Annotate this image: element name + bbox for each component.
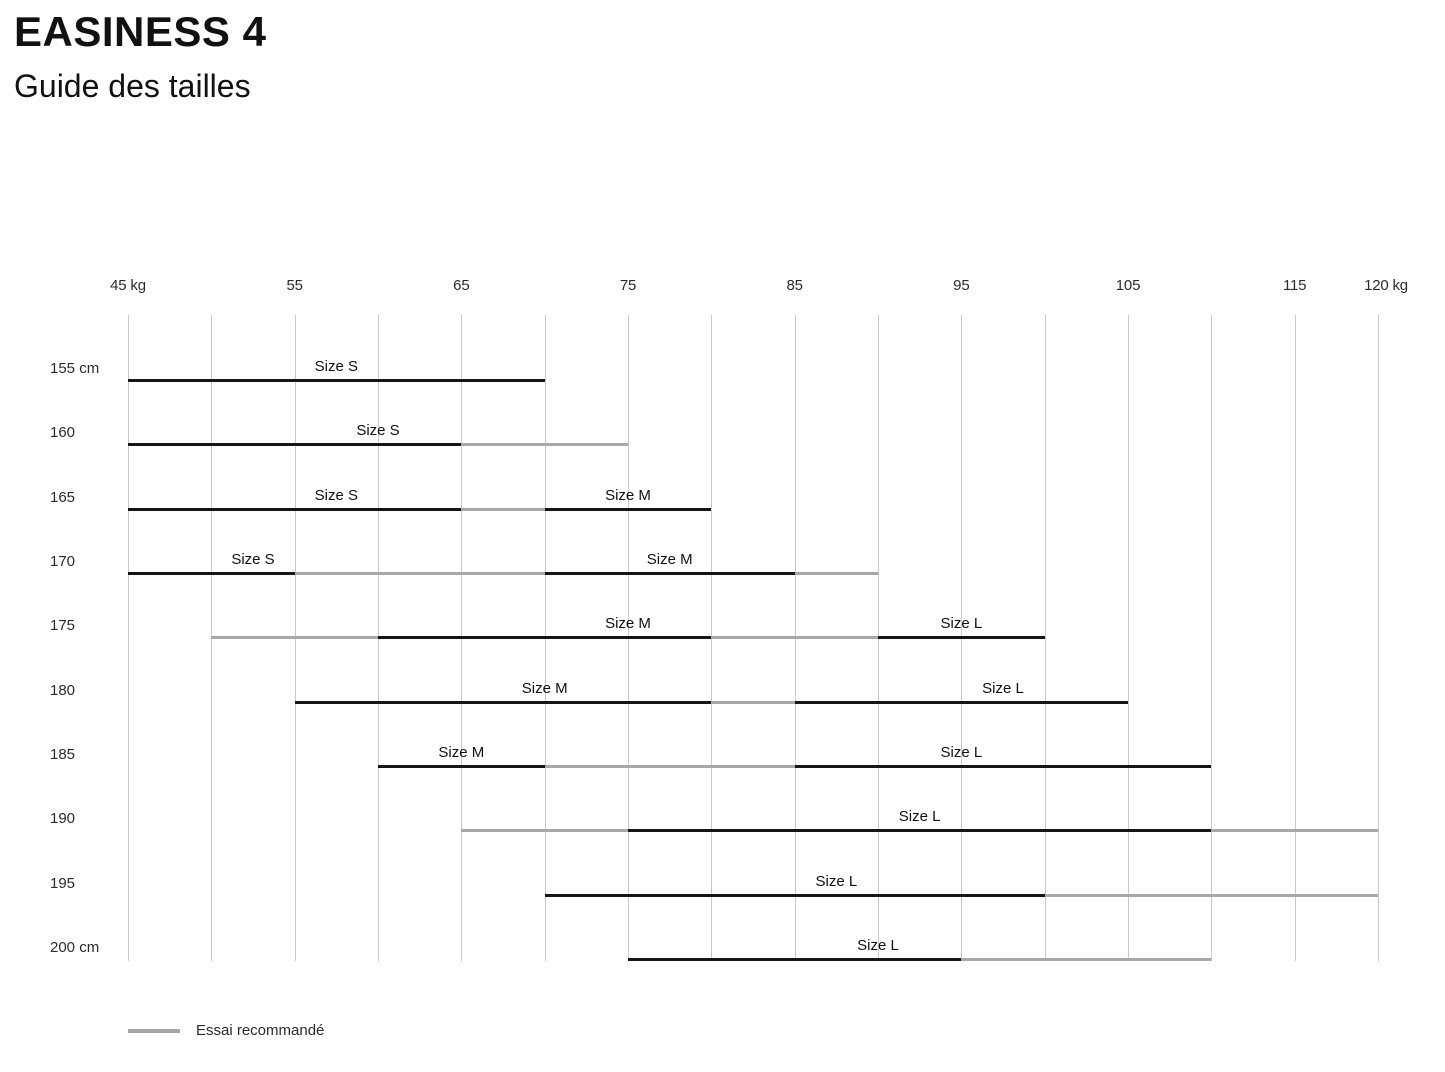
x-axis-tick-label: 75: [619, 277, 637, 294]
gridline: [1044, 315, 1046, 961]
size-label: Size S: [231, 550, 275, 568]
gridline: [1211, 315, 1213, 961]
trial-range-line: [211, 636, 378, 640]
recommended-range-line: [794, 700, 1128, 704]
y-axis-height-label: 155 cm: [50, 360, 100, 377]
y-axis-height-label: 175: [50, 617, 76, 635]
legend: Essai recommandé: [128, 1022, 324, 1039]
x-axis-tick-label: 65: [453, 277, 470, 294]
recommended-range-line: [544, 507, 712, 511]
x-axis-tick-label: 85: [786, 277, 804, 294]
size-label: Size L: [940, 743, 983, 761]
size-label: Size M: [605, 615, 651, 633]
y-axis-height-label: 185: [50, 745, 76, 763]
recommended-range-line: [128, 379, 545, 382]
size-label: Size M: [646, 550, 693, 568]
y-axis-height-label: 165: [50, 488, 76, 506]
size-label: Size M: [605, 486, 651, 504]
trial-line-swatch: [128, 1028, 180, 1033]
x-axis-tick-label: 55: [286, 277, 304, 294]
x-axis-tick-label: 115: [1282, 277, 1307, 294]
trial-range-line: [461, 829, 628, 833]
recommended-range-line: [794, 764, 1212, 768]
y-axis-height-label: 160: [50, 424, 76, 442]
size-label: Size M: [438, 743, 485, 761]
size-label: Size L: [815, 872, 858, 890]
page-title: EASINESS 4: [14, 8, 267, 55]
recommended-range-line: [294, 700, 712, 704]
y-axis-height-label: 195: [50, 874, 76, 892]
y-axis-height-label: 180: [50, 681, 76, 699]
size-label: Size S: [314, 358, 359, 375]
trial-range-line: [461, 507, 545, 511]
gridline: [1294, 315, 1296, 961]
recommended-range-line: [544, 893, 1045, 897]
recommended-range-line: [628, 829, 1212, 833]
size-label: Size L: [982, 679, 1024, 697]
recommended-range-line: [544, 571, 795, 575]
trial-range-line: [461, 443, 628, 447]
size-label: Size L: [857, 936, 899, 954]
trial-range-line: [1211, 829, 1378, 833]
trial-range-line: [711, 636, 878, 640]
size-label: Size L: [898, 808, 941, 826]
recommended-range-line: [878, 636, 1045, 640]
recommended-range-line: [628, 957, 962, 961]
y-axis-height-label: 190: [50, 810, 76, 828]
trial-range-line: [794, 571, 878, 575]
legend-label: Essai recommandé: [196, 1022, 325, 1039]
gridline: [128, 315, 129, 961]
recommended-range-line: [128, 571, 295, 575]
recommended-range-line: [128, 443, 462, 447]
trial-range-line: [544, 764, 795, 768]
size-label: Size S: [314, 486, 359, 504]
x-axis-tick-label: 45 kg: [110, 277, 146, 294]
size-label: Size M: [521, 679, 568, 697]
gridline: [1128, 315, 1129, 961]
recommended-range-line: [128, 507, 462, 511]
size-label: Size S: [356, 422, 400, 440]
size-label: Size L: [940, 615, 983, 633]
page-subtitle: Guide des tailles: [14, 68, 251, 104]
recommended-range-line: [378, 764, 545, 768]
y-axis-height-label: 170: [50, 552, 76, 570]
y-axis-height-label: 200 cm: [50, 938, 100, 956]
x-axis-tick-label: 105: [1115, 277, 1141, 294]
x-axis-tick-label: 120 kg: [1364, 277, 1408, 294]
trial-range-line: [1044, 893, 1378, 897]
trial-range-line: [961, 957, 1212, 961]
x-axis-tick-label: 95: [953, 277, 970, 294]
recommended-range-line: [378, 636, 712, 640]
gridline: [1378, 315, 1379, 961]
trial-range-line: [711, 700, 795, 704]
trial-range-line: [294, 571, 545, 575]
